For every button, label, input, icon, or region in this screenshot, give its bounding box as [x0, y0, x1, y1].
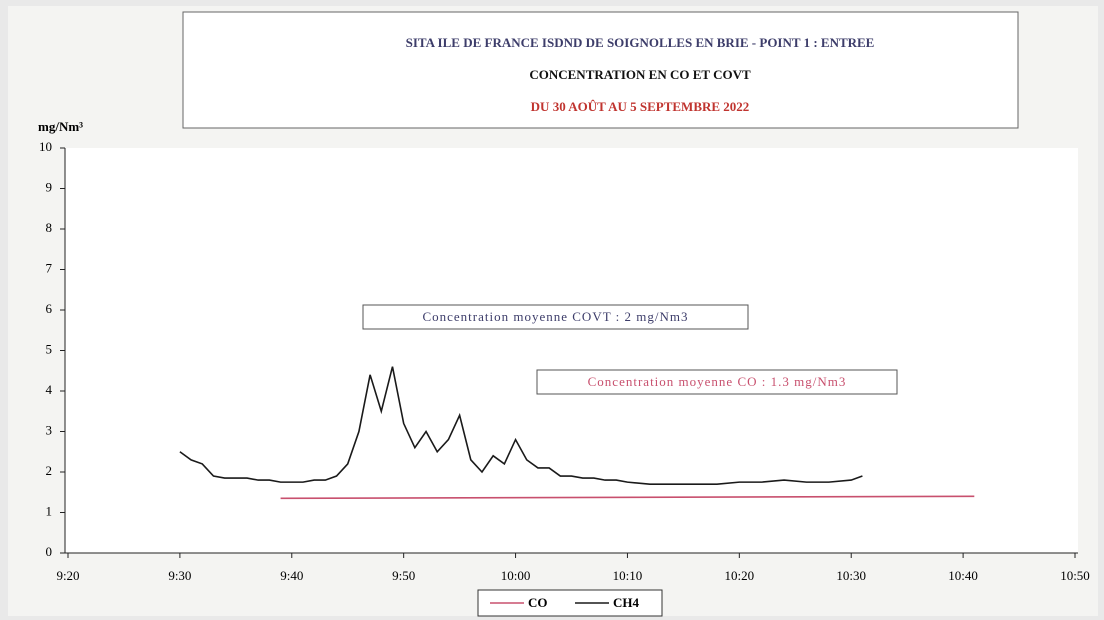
y-tick-label: 0: [46, 544, 53, 559]
x-tick-label: 10:30: [836, 568, 866, 583]
chart-subtitle: CONCENTRATION EN CO ET COVT: [529, 67, 751, 82]
y-tick-label: 4: [46, 382, 53, 397]
annotation: Concentration moyenne CO : 1.3 mg/Nm3: [588, 374, 847, 389]
x-tick-label: 10:40: [948, 568, 978, 583]
x-tick-label: 10:20: [725, 568, 755, 583]
plot-area: [65, 148, 1078, 553]
legend-label: CO: [528, 595, 548, 610]
x-tick-label: 10:00: [501, 568, 531, 583]
annotation-box: [536, 369, 898, 395]
x-tick-label: 9:50: [392, 568, 415, 583]
x-tick-label: 9:30: [168, 568, 191, 583]
y-tick-label: 3: [46, 422, 53, 437]
title-box: [182, 11, 1019, 129]
annotation: Concentration moyenne COVT : 2 mg/Nm3: [422, 309, 688, 324]
x-tick-label: 9:20: [56, 568, 79, 583]
x-tick-label: 10:10: [613, 568, 643, 583]
annotation-box: [362, 304, 749, 330]
y-tick-label: 5: [46, 341, 53, 356]
y-tick-label: 6: [46, 301, 53, 316]
chart-period: DU 30 AOÛT AU 5 SEPTEMBRE 2022: [531, 99, 750, 114]
y-tick-label: 1: [46, 503, 53, 518]
y-tick-label: 9: [46, 179, 53, 194]
y-tick-label: 10: [39, 139, 52, 154]
line-1: [179, 366, 863, 485]
chart-title: SITA ILE DE FRANCE ISDND DE SOIGNOLLES E…: [406, 35, 875, 50]
y-tick-label: 2: [46, 463, 53, 478]
legend-box: [477, 589, 663, 617]
y-tick-label: 7: [46, 260, 53, 275]
y-tick-label: 8: [46, 220, 53, 235]
line-0: [280, 495, 975, 500]
x-tick-label: 10:50: [1060, 568, 1090, 583]
y-axis-label: mg/Nm³: [38, 119, 83, 134]
legend-label: CH4: [613, 595, 640, 610]
x-tick-label: 9:40: [280, 568, 303, 583]
